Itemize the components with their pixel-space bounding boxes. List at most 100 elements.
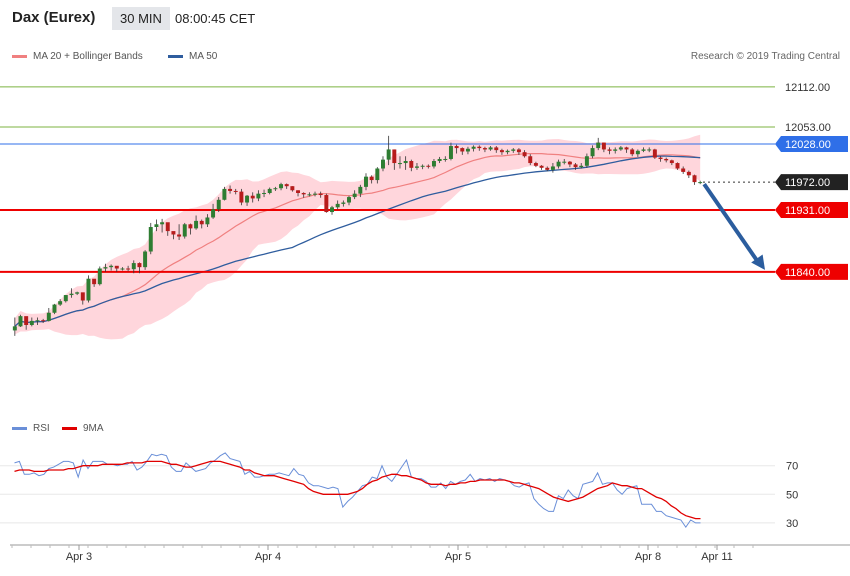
timeframe-button[interactable]: 30 MIN xyxy=(112,7,170,30)
level-label-1: 12053.00 xyxy=(785,122,831,134)
candle-body-71 xyxy=(414,166,419,168)
candle-body-121 xyxy=(698,182,703,184)
candle-body-66 xyxy=(386,149,391,160)
candle-body-17 xyxy=(109,265,114,268)
ma50-line xyxy=(14,155,701,327)
candle-body-62 xyxy=(364,176,368,187)
candle-body-85 xyxy=(494,147,499,151)
credit-text: Research © 2019 Trading Central xyxy=(690,51,840,62)
candle-body-58 xyxy=(341,202,346,204)
candle-body-4 xyxy=(35,320,40,322)
candle-body-101 xyxy=(584,156,589,166)
candle-body-2 xyxy=(24,316,29,325)
instrument-title: Dax (Eurex) xyxy=(12,9,96,26)
chart-header: Dax (Eurex) 30 MIN 08:00:45 CET xyxy=(0,0,850,36)
level-label-5: 11840.00 xyxy=(785,267,830,279)
level-tag-4 xyxy=(775,202,848,218)
legend-bollinger: MA 20 + Bollinger Bands xyxy=(12,51,143,62)
rsi-series-1 xyxy=(14,460,701,520)
candle-body-37 xyxy=(222,188,227,200)
candle-body-21 xyxy=(131,263,136,270)
candle-body-45 xyxy=(267,188,272,193)
level-tag-3 xyxy=(775,174,848,191)
candle-body-59 xyxy=(347,197,351,203)
candle-body-109 xyxy=(630,149,635,155)
candle-body-105 xyxy=(607,149,612,151)
candle-body-110 xyxy=(635,150,640,155)
candle-body-47 xyxy=(279,184,284,189)
candle-body-83 xyxy=(482,148,487,150)
candle-body-6 xyxy=(46,312,51,321)
candle-body-89 xyxy=(516,149,521,153)
candle-body-10 xyxy=(69,293,74,296)
candle-body-115 xyxy=(664,158,669,161)
projection-arrow-line xyxy=(702,182,762,267)
candle-body-97 xyxy=(562,161,567,163)
candle-body-22 xyxy=(137,263,142,268)
level-tag-2 xyxy=(775,136,848,152)
candle-body-64 xyxy=(375,168,380,181)
candle-body-65 xyxy=(381,159,385,169)
candle-body-116 xyxy=(669,160,674,164)
level-label-4: 11931.00 xyxy=(785,205,830,217)
candle-body-3 xyxy=(29,320,34,325)
candle-body-46 xyxy=(273,188,278,190)
candle-body-26 xyxy=(160,222,165,225)
candle-body-27 xyxy=(165,222,170,232)
candle-body-102 xyxy=(590,148,595,157)
candle-body-13 xyxy=(86,278,91,301)
candle-body-19 xyxy=(120,268,125,270)
candle-body-74 xyxy=(431,161,436,167)
candle-body-70 xyxy=(409,161,414,168)
candle-body-31 xyxy=(188,224,193,229)
legend-9ma-label: 9MA xyxy=(83,423,104,434)
candle-body-36 xyxy=(216,199,221,210)
candle-body-49 xyxy=(290,186,295,191)
candle-body-44 xyxy=(262,192,267,194)
level-tag-5 xyxy=(775,263,848,280)
candle-body-23 xyxy=(143,251,148,268)
candle-body-57 xyxy=(335,203,340,208)
candle-body-84 xyxy=(488,147,493,150)
x-tick-label-0: Apr 3 xyxy=(66,551,92,563)
candle-body-78 xyxy=(454,146,459,149)
candle-body-35 xyxy=(211,209,216,218)
candle-body-114 xyxy=(658,157,663,159)
candle-body-61 xyxy=(358,186,363,194)
level-label-2: 12028.00 xyxy=(785,139,831,151)
candle-body-15 xyxy=(97,268,102,285)
candle-body-108 xyxy=(624,147,629,150)
x-tick-label-2: Apr 5 xyxy=(445,551,471,563)
candle-body-100 xyxy=(579,165,584,168)
legend-bollinger-swatch xyxy=(12,54,27,58)
candle-body-52 xyxy=(307,194,312,196)
candle-body-81 xyxy=(471,146,476,149)
candle-body-96 xyxy=(556,161,561,167)
rsi-tick-2: 30 xyxy=(786,518,798,530)
candle-body-50 xyxy=(296,190,301,193)
candle-body-80 xyxy=(465,148,470,152)
candle-body-87 xyxy=(505,150,510,153)
candle-body-24 xyxy=(148,227,153,252)
candle-body-98 xyxy=(567,161,572,165)
x-tick-label-1: Apr 4 xyxy=(255,551,281,563)
candle-body-51 xyxy=(301,192,306,195)
candle-body-41 xyxy=(245,195,250,203)
candle-body-20 xyxy=(126,268,131,270)
candle-body-120 xyxy=(692,175,697,183)
legend-ma50-swatch xyxy=(168,54,183,58)
candle-body-68 xyxy=(397,163,402,165)
candle-body-60 xyxy=(352,193,357,198)
candle-body-119 xyxy=(686,171,691,176)
candle-body-75 xyxy=(437,158,442,162)
candle-body-107 xyxy=(618,147,623,150)
candle-body-25 xyxy=(154,224,159,228)
candle-body-117 xyxy=(675,163,680,169)
candle-body-112 xyxy=(647,149,652,151)
candle-body-53 xyxy=(313,193,318,195)
candle-body-29 xyxy=(177,234,182,237)
bollinger-band xyxy=(14,134,701,340)
candle-body-5 xyxy=(41,320,46,322)
x-tick-label-3: Apr 8 xyxy=(635,551,661,563)
